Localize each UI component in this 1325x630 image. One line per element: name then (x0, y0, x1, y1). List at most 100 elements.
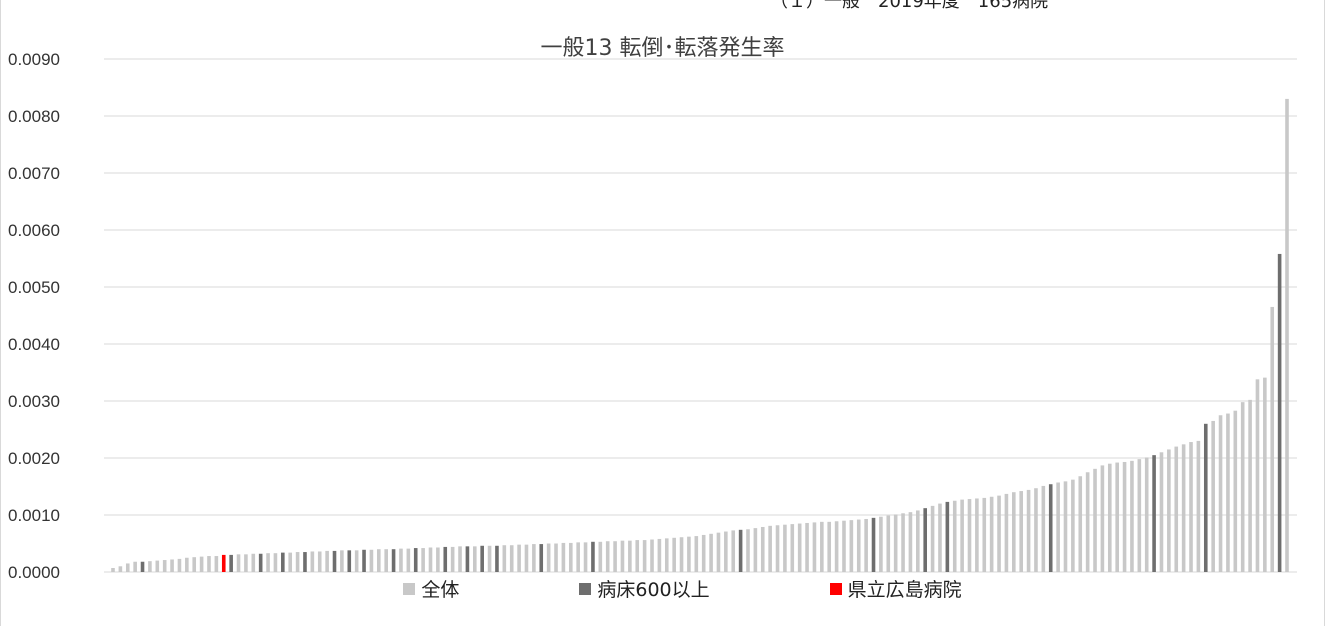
bar (162, 560, 167, 572)
legend-swatch (579, 582, 592, 595)
bars (111, 98, 1289, 573)
bar (428, 547, 433, 572)
bar-large (480, 545, 484, 572)
bar (908, 512, 913, 572)
y-tick-label: 0.0070 (8, 164, 60, 183)
bar (775, 525, 780, 572)
bar (561, 542, 566, 572)
bar (532, 544, 536, 572)
bar-large (1203, 423, 1208, 572)
bar (1167, 449, 1171, 572)
bar (805, 522, 809, 572)
bar (997, 495, 1001, 572)
bar-large (923, 508, 927, 572)
bar (982, 497, 987, 572)
bar (554, 543, 558, 572)
bar (1270, 306, 1275, 572)
bar-large (495, 545, 499, 572)
bar (1071, 479, 1075, 572)
bar-large (1152, 455, 1156, 572)
legend-item: 全体 (363, 575, 459, 602)
chart-title: 一般13 転倒･転落発生率 (540, 36, 785, 61)
y-tick-label: 0.0020 (8, 449, 60, 468)
bar (701, 534, 706, 572)
bar (251, 553, 256, 572)
bar (975, 498, 979, 572)
bar (1233, 410, 1238, 572)
y-tick-label: 0.0080 (8, 107, 60, 126)
bar (724, 531, 728, 572)
bar (605, 541, 610, 572)
bar (436, 547, 440, 572)
bar (856, 519, 861, 572)
bar (760, 526, 765, 572)
bar (746, 529, 750, 572)
bar (886, 515, 891, 572)
bar (325, 550, 329, 572)
bar (517, 544, 521, 572)
bar (450, 546, 455, 572)
bar (1189, 442, 1193, 572)
bar (664, 538, 669, 572)
bar (960, 499, 964, 572)
bar-large (413, 548, 418, 572)
bar-large (539, 544, 544, 572)
bar (1100, 465, 1105, 572)
bar (916, 510, 920, 572)
bar (613, 541, 617, 572)
bar (1041, 485, 1046, 572)
bar (1130, 460, 1134, 572)
bar (1078, 476, 1083, 572)
bar (716, 532, 721, 572)
bar-large (871, 517, 876, 572)
bar (317, 551, 322, 572)
y-tick-label: 0.0040 (8, 335, 60, 354)
y-tick-label: 0.0010 (8, 506, 60, 525)
bar-large (303, 552, 307, 572)
y-tick-label: 0.0000 (8, 563, 60, 582)
bar (310, 551, 315, 572)
bar (1226, 413, 1230, 572)
bar (657, 538, 662, 572)
bar (1255, 379, 1260, 572)
bar (967, 499, 972, 572)
bar (1056, 482, 1060, 572)
bar (487, 545, 492, 572)
bar (1004, 493, 1009, 572)
bar (812, 522, 817, 572)
bar-large (347, 550, 352, 572)
bar-large (738, 529, 743, 572)
bar (930, 505, 935, 572)
bar (1107, 463, 1112, 572)
bar (576, 542, 580, 572)
bar (1063, 481, 1068, 572)
bar-large (1277, 253, 1282, 572)
bar-large (945, 501, 950, 572)
bar (901, 513, 905, 572)
bar (1144, 457, 1149, 572)
bar-large (465, 546, 470, 572)
bar (1196, 440, 1201, 572)
bar (111, 568, 115, 572)
bar (399, 548, 403, 572)
bar (650, 539, 654, 572)
y-tick-label: 0.0060 (8, 221, 60, 240)
legend-item: 県立広島病院 (740, 575, 962, 602)
gridlines (104, 58, 1297, 573)
bar (236, 554, 241, 572)
bar (1137, 459, 1142, 572)
bar (635, 540, 640, 572)
bar (753, 528, 758, 572)
bar (458, 546, 462, 572)
legend-swatch (829, 582, 842, 595)
bar-hiroshima (221, 554, 226, 572)
bar (509, 545, 514, 572)
bar (598, 541, 603, 572)
bar (473, 546, 477, 572)
y-tick-labels: 0.0000 0.0010 0.0020 0.0030 0.0040 0.0050 0.00… (8, 50, 60, 582)
bar (1248, 399, 1252, 572)
bar (1115, 462, 1119, 572)
bar-large (258, 553, 263, 572)
bar (177, 558, 182, 572)
